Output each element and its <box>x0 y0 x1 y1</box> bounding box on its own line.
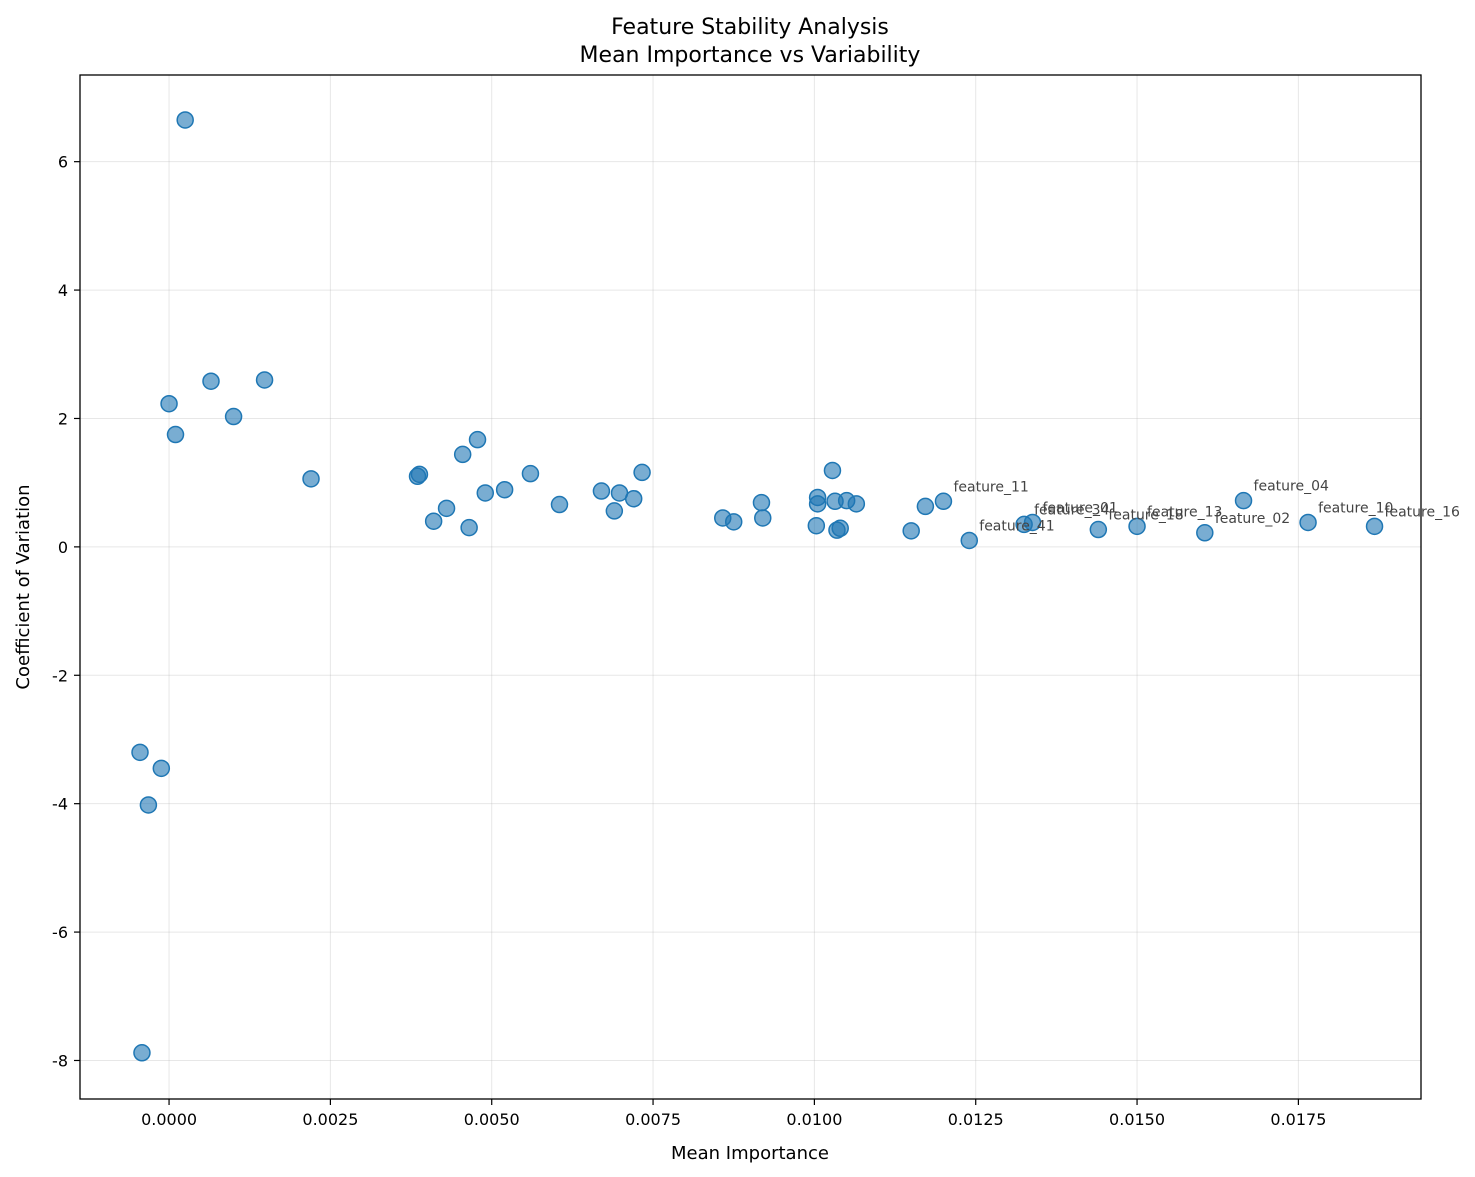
data-point <box>476 484 495 502</box>
data-point <box>902 522 920 540</box>
chart-title-line-1: Feature Stability Analysis <box>611 15 889 40</box>
point-label: feature_18 <box>1108 508 1183 524</box>
point-label: feature_11 <box>953 479 1028 495</box>
y-tick-label: -6 <box>52 923 68 942</box>
y-tick-label: 0 <box>58 538 68 557</box>
x-axis-label: Mean Importance <box>671 1143 829 1164</box>
y-tick-label: -2 <box>52 666 68 685</box>
x-tick-label: 0.0000 <box>141 1110 197 1129</box>
data-point <box>1299 513 1317 532</box>
data-point <box>166 425 185 444</box>
data-point <box>408 467 427 486</box>
data-point <box>437 499 456 518</box>
data-points <box>131 111 1384 1062</box>
plot-area <box>80 75 1421 1099</box>
data-point <box>152 759 171 778</box>
data-point <box>754 509 772 527</box>
plot-frame <box>79 74 1422 1100</box>
data-point <box>521 464 540 483</box>
data-point <box>139 796 158 814</box>
x-tick-label: 0.0150 <box>1109 1110 1165 1129</box>
x-tick-label: 0.0100 <box>786 1110 842 1129</box>
data-point <box>424 512 443 530</box>
y-tick-label: -8 <box>52 1051 68 1070</box>
x-tick-label: 0.0125 <box>948 1110 1004 1129</box>
point-label: feature_34 <box>1034 502 1109 518</box>
data-point <box>202 372 220 390</box>
point-label: feature_13 <box>1147 504 1222 520</box>
data-point <box>1234 491 1253 510</box>
data-point <box>934 492 953 511</box>
y-tick-label: 6 <box>58 153 68 172</box>
data-point <box>1128 517 1146 536</box>
data-point <box>460 518 478 537</box>
x-tick-label: 0.0050 <box>464 1110 520 1129</box>
data-point <box>1365 517 1384 536</box>
y-axis-label: Coefficient of Variation <box>13 484 34 689</box>
data-point <box>550 495 569 514</box>
point-label: feature_10 <box>1318 500 1393 516</box>
data-point <box>1196 524 1214 542</box>
data-point <box>160 394 178 413</box>
grid <box>80 75 1421 1099</box>
point-annotations: feature_11 feature_41feature_34feature_01… <box>953 479 1460 535</box>
point-label: feature_02 <box>1215 511 1290 527</box>
data-point <box>823 461 842 480</box>
data-point <box>724 513 743 531</box>
y-tick-label: 4 <box>58 281 68 300</box>
data-point <box>468 430 487 449</box>
x-tick-label: 0.0025 <box>302 1110 358 1129</box>
data-point <box>592 482 611 500</box>
data-point <box>224 407 243 426</box>
data-point <box>807 516 826 535</box>
data-point <box>605 502 624 520</box>
data-point <box>453 445 472 464</box>
y-tick-label: 2 <box>58 409 68 428</box>
data-point <box>1023 513 1042 532</box>
data-point <box>302 470 320 488</box>
x-tick-label: 0.0075 <box>625 1110 681 1129</box>
point-label: feature_04 <box>1254 479 1329 495</box>
data-point <box>495 480 514 499</box>
point-label: feature_41 <box>979 518 1054 534</box>
y-axis-ticks: -8 -6 -4 -2 0 2 4 6 <box>52 153 80 1070</box>
point-label: feature_01 <box>1043 500 1118 516</box>
data-point <box>176 111 194 129</box>
data-point <box>131 743 149 762</box>
data-point <box>1089 520 1108 539</box>
y-tick-label: -4 <box>52 795 68 814</box>
chart-title-line-2: Mean Importance vs Variability <box>580 43 921 68</box>
x-axis-ticks: 0.0000 0.0025 0.0050 0.0075 0.0100 0.0125 0.01… <box>141 1099 1326 1129</box>
data-point <box>808 495 827 513</box>
data-point <box>847 495 866 513</box>
data-point <box>255 371 274 389</box>
point-label: feature_16 <box>1385 504 1460 520</box>
data-point <box>133 1044 151 1062</box>
data-point <box>960 531 979 550</box>
data-point <box>831 519 849 538</box>
data-point <box>752 493 771 512</box>
data-point <box>916 497 935 516</box>
x-tick-label: 0.0175 <box>1270 1110 1326 1129</box>
data-point <box>633 463 651 482</box>
data-point <box>624 489 643 508</box>
